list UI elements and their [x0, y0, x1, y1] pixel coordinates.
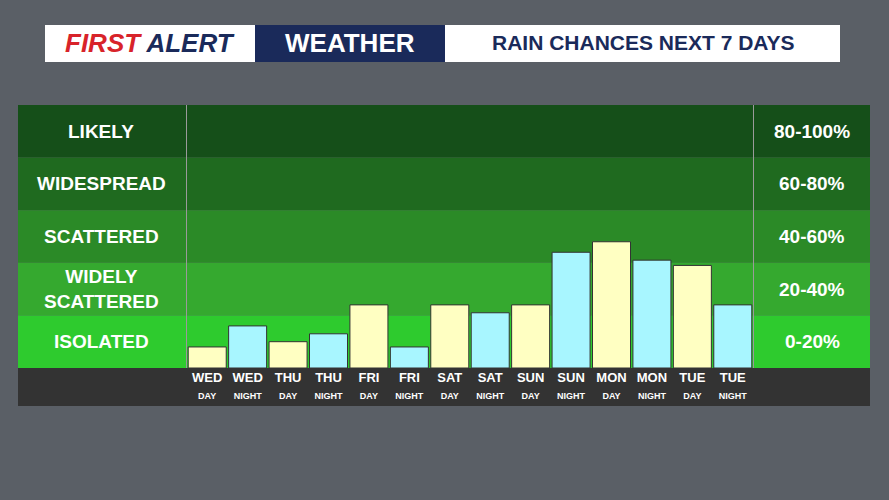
svg-text:FRIDAY: FRIDAY [358, 370, 379, 401]
svg-text:SUNNIGHT: SUNNIGHT [557, 370, 586, 401]
svg-text:40-60%: 40-60% [779, 226, 845, 247]
svg-text:MONNIGHT: MONNIGHT [637, 370, 667, 401]
svg-text:FRINIGHT: FRINIGHT [395, 370, 424, 401]
svg-text:FIRST ALERT: FIRST ALERT [65, 28, 235, 58]
svg-text:MONDAY: MONDAY [596, 370, 626, 401]
svg-text:0-20%: 0-20% [785, 331, 840, 352]
svg-text:60-80%: 60-80% [779, 173, 845, 194]
svg-text:SUNDAY: SUNDAY [517, 370, 544, 401]
svg-text:LIKELY: LIKELY [68, 121, 134, 142]
svg-text:TUENIGHT: TUENIGHT [719, 370, 748, 401]
svg-text:WIDESPREAD: WIDESPREAD [37, 173, 166, 194]
svg-text:80-100%: 80-100% [774, 121, 850, 142]
svg-text:RAIN CHANCES NEXT 7 DAYS: RAIN CHANCES NEXT 7 DAYS [492, 31, 795, 54]
svg-text:WEDNIGHT: WEDNIGHT [232, 370, 262, 401]
svg-text:SCATTERED: SCATTERED [44, 226, 159, 247]
svg-text:SATDAY: SATDAY [437, 370, 462, 401]
svg-text:WEDDAY: WEDDAY [192, 370, 222, 401]
svg-text:WEATHER: WEATHER [285, 28, 415, 58]
svg-text:20-40%: 20-40% [779, 279, 845, 300]
svg-text:SATNIGHT: SATNIGHT [476, 370, 505, 401]
svg-text:THUNIGHT: THUNIGHT [315, 370, 344, 401]
svg-text:THUDAY: THUDAY [275, 370, 302, 401]
svg-text:ISOLATED: ISOLATED [54, 331, 149, 352]
svg-text:WIDELYSCATTERED: WIDELYSCATTERED [44, 266, 159, 312]
svg-text:TUEDAY: TUEDAY [679, 370, 705, 401]
